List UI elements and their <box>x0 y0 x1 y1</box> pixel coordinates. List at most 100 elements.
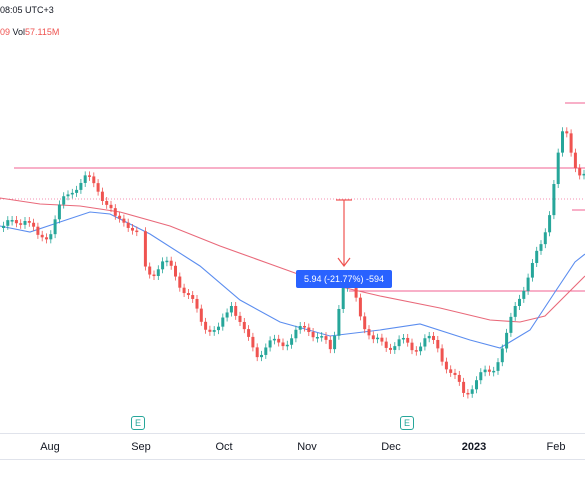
candle-body[interactable] <box>419 346 423 352</box>
candle-body[interactable] <box>79 182 83 190</box>
candle-body[interactable] <box>6 220 10 226</box>
candle-body[interactable] <box>518 298 521 306</box>
candle-body[interactable] <box>487 369 491 372</box>
candle-body[interactable] <box>384 341 388 348</box>
candle-body[interactable] <box>75 189 79 193</box>
candle-body[interactable] <box>565 131 569 134</box>
candle-body[interactable] <box>62 196 66 205</box>
candle-body[interactable] <box>40 234 44 238</box>
candle-body[interactable] <box>255 347 259 358</box>
candle-body[interactable] <box>169 260 173 266</box>
candle-body[interactable] <box>475 380 478 390</box>
candle-body[interactable] <box>466 392 470 395</box>
candle-body[interactable] <box>126 222 130 228</box>
candle-body[interactable] <box>539 244 543 251</box>
candle-body[interactable] <box>573 152 577 169</box>
candle-body[interactable] <box>208 329 212 332</box>
candle-body[interactable] <box>479 372 483 381</box>
candle-body[interactable] <box>204 321 208 330</box>
candle-body[interactable] <box>290 338 294 345</box>
candle-body[interactable] <box>195 298 199 309</box>
candle-body[interactable] <box>389 347 392 350</box>
candle-body[interactable] <box>358 297 362 317</box>
candle-body[interactable] <box>496 362 500 371</box>
candle-body[interactable] <box>88 175 91 177</box>
candle-body[interactable] <box>363 316 367 330</box>
candle-body[interactable] <box>444 361 448 370</box>
candle-body[interactable] <box>401 337 405 340</box>
candle-body[interactable] <box>513 305 517 317</box>
candle-body[interactable] <box>530 262 534 278</box>
candle-body[interactable] <box>333 335 337 350</box>
candle-body[interactable] <box>247 329 251 337</box>
candle-body[interactable] <box>118 215 122 219</box>
candle-body[interactable] <box>260 354 263 358</box>
candle-body[interactable] <box>449 369 453 373</box>
candle-body[interactable] <box>440 348 444 362</box>
candle-body[interactable] <box>234 305 238 316</box>
candle-body[interactable] <box>505 332 509 349</box>
candle-body[interactable] <box>578 168 582 176</box>
candle-body[interactable] <box>135 230 139 233</box>
candle-body[interactable] <box>36 226 40 235</box>
candle-body[interactable] <box>212 330 216 332</box>
candle-body[interactable] <box>186 293 190 296</box>
candle-body[interactable] <box>143 231 147 267</box>
candle-body[interactable] <box>57 204 61 220</box>
candle-body[interactable] <box>70 192 74 195</box>
candle-body[interactable] <box>354 280 358 298</box>
candle-body[interactable] <box>569 133 573 153</box>
chart-plot-area[interactable] <box>0 0 585 433</box>
candle-body[interactable] <box>561 131 564 153</box>
candle-body[interactable] <box>414 350 418 352</box>
candle-body[interactable] <box>66 194 70 197</box>
candle-body[interactable] <box>341 287 345 309</box>
candle-body[interactable] <box>453 372 457 375</box>
candle-body[interactable] <box>380 337 384 342</box>
candle-body[interactable] <box>229 305 233 313</box>
candle-body[interactable] <box>462 381 466 393</box>
candle-body[interactable] <box>10 220 14 222</box>
candle-body[interactable] <box>2 225 5 228</box>
candle-body[interactable] <box>174 265 177 277</box>
candle-body[interactable] <box>152 274 156 277</box>
candle-body[interactable] <box>552 184 556 216</box>
candle-body[interactable] <box>393 346 397 350</box>
candle-body[interactable] <box>221 317 225 327</box>
candle-body[interactable] <box>526 277 530 291</box>
candle-body[interactable] <box>49 234 53 240</box>
candle-body[interactable] <box>406 337 410 343</box>
candle-body[interactable] <box>492 370 496 373</box>
slow-moving-average-line[interactable] <box>0 197 585 323</box>
candle-body[interactable] <box>281 342 285 347</box>
candle-body[interactable] <box>423 338 427 347</box>
candle-body[interactable] <box>191 295 195 299</box>
candle-body[interactable] <box>535 250 539 263</box>
candle-body[interactable] <box>268 340 272 348</box>
candle-body[interactable] <box>509 316 513 333</box>
candle-body[interactable] <box>264 347 268 355</box>
candle-body[interactable] <box>131 227 134 231</box>
candles-group[interactable] <box>2 127 585 399</box>
candle-body[interactable] <box>105 201 109 205</box>
candle-body[interactable] <box>311 332 315 338</box>
candle-body[interactable] <box>251 336 255 348</box>
candle-body[interactable] <box>92 176 96 184</box>
earnings-marker[interactable]: E <box>131 416 145 430</box>
candle-body[interactable] <box>182 287 186 294</box>
candle-body[interactable] <box>328 339 332 350</box>
candle-body[interactable] <box>376 337 380 340</box>
candle-body[interactable] <box>427 335 431 339</box>
candle-body[interactable] <box>14 220 18 224</box>
fast-moving-average-line[interactable] <box>0 211 585 349</box>
candle-body[interactable] <box>45 237 48 240</box>
candle-body[interactable] <box>32 222 36 227</box>
candle-body[interactable] <box>178 276 182 288</box>
candle-body[interactable] <box>436 339 440 349</box>
candle-body[interactable] <box>371 335 375 340</box>
candle-body[interactable] <box>483 369 487 373</box>
measure-label[interactable]: 5.94 (-21.77%) -594 <box>296 270 392 288</box>
candle-body[interactable] <box>217 326 220 331</box>
candle-body[interactable] <box>543 232 547 245</box>
